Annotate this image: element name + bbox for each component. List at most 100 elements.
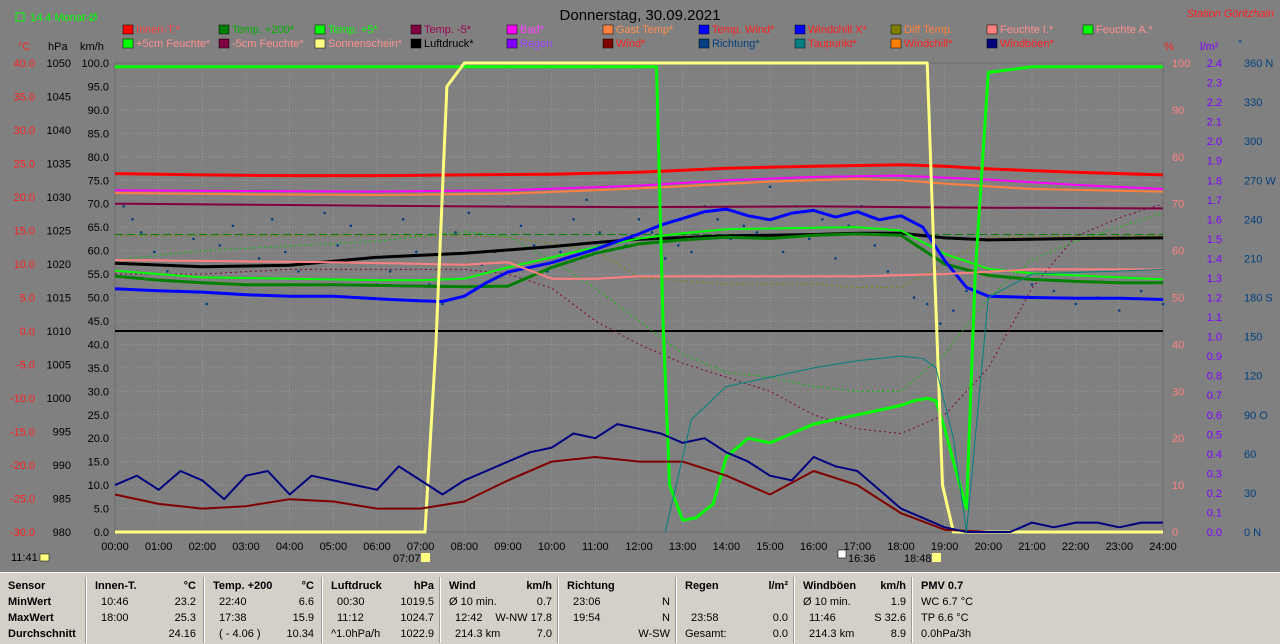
stats-temp200-max-time: 17:38 xyxy=(219,612,247,624)
stats-regen-unit: l/m² xyxy=(768,580,788,592)
direction-point xyxy=(284,250,287,254)
direction-point xyxy=(873,244,877,247)
temp-tick-label: -10.0 xyxy=(10,393,35,405)
stats-richtung-min: N xyxy=(662,596,670,608)
statistics-panel: Sensor MinWert MaxWert Durchschnitt Inne… xyxy=(0,572,1280,644)
legend-swatch xyxy=(314,38,326,49)
legend-label: Richtung* xyxy=(712,38,760,50)
pressure-tick-label: 995 xyxy=(53,427,71,439)
pressure-tick-label: 1045 xyxy=(47,92,71,104)
stats-wind-section: Wind km/h Ø 10 min. 12:42 214.3 km W-NW … xyxy=(440,577,558,643)
direction-point xyxy=(467,211,471,215)
stats-wind-avg: 7.0 xyxy=(536,628,552,640)
direction-point xyxy=(952,309,955,312)
x-tick-label: 24:00 xyxy=(1149,541,1177,553)
rain-tick-label: 2.2 xyxy=(1207,97,1222,109)
x-tick-label: 06:00 xyxy=(363,541,391,553)
temp-tick-label: 10.0 xyxy=(14,259,35,271)
series-temp-wind- xyxy=(114,207,1164,303)
stats-luftdruck-min: 1019.5 xyxy=(400,596,434,608)
direction-point xyxy=(559,250,562,254)
legend-swatch xyxy=(314,24,326,35)
legend-swatch xyxy=(890,38,902,49)
direction-point xyxy=(532,244,536,247)
stats-pmv-dewpoint: TP 6.6 °C xyxy=(921,612,969,624)
pressure-tick-label: 1035 xyxy=(47,159,71,171)
series-temp-5- xyxy=(114,202,1164,210)
series-layer xyxy=(114,61,1165,534)
direction-point xyxy=(650,231,654,234)
legend-swatch xyxy=(602,38,614,49)
moon-marker: 16:36 xyxy=(837,549,876,565)
kmh-tick-label: 45.0 xyxy=(88,316,109,328)
stats-richtung-max-time: 19:54 xyxy=(573,612,601,624)
temp-tick-label: 0.0 xyxy=(20,326,35,338)
legend-label: Diff Temp. xyxy=(904,24,953,36)
x-tick-label: 11:00 xyxy=(582,541,609,553)
pressure-tick-label: 1015 xyxy=(47,293,71,305)
pressure-tick-label: 990 xyxy=(53,460,71,472)
direction-point xyxy=(663,257,667,260)
moon-icon xyxy=(837,549,847,559)
stats-pmv-pressure-trend: 0.0hPa/3h xyxy=(921,628,972,640)
legend-label: Windchill X* xyxy=(808,24,867,36)
direction-point xyxy=(572,218,575,221)
legend-swatch xyxy=(698,24,710,35)
direction-point xyxy=(131,218,134,221)
sunset-time: 18:48 xyxy=(904,553,932,565)
x-tick-label: 13:00 xyxy=(669,541,697,553)
sunrise-marker: 07:07 xyxy=(393,553,430,565)
x-tick-label: 04:00 xyxy=(276,541,304,553)
kmh-tick-label: 70.0 xyxy=(88,199,109,211)
x-tick-label: 12:00 xyxy=(625,541,653,553)
kmh-tick-label: 0.0 xyxy=(94,527,109,539)
month-average-icon xyxy=(15,12,25,22)
legend: Innen-T.* Temp. +200* Temp. +5* Temp. -5* Ba… xyxy=(122,24,1154,50)
temp-tick-label: -25.0 xyxy=(10,494,35,506)
stats-innen-min-time: 10:46 xyxy=(101,596,129,608)
x-tick-label: 14:00 xyxy=(713,541,741,553)
pressure-tick-label: 980 xyxy=(53,527,71,539)
stats-richtung-avg: W-SW xyxy=(638,628,670,640)
rain-tick-label: 2.0 xyxy=(1207,136,1222,148)
rain-tick-label: 1.0 xyxy=(1207,332,1222,344)
stats-boeen-min: 1.9 xyxy=(890,596,906,608)
x-tick-label: 21:00 xyxy=(1018,541,1046,553)
direction-point xyxy=(834,257,837,260)
legend-label: Feuchte I.* xyxy=(1000,24,1054,36)
legend-label: Luftdruck* xyxy=(424,38,474,50)
unit-press: hPa xyxy=(48,41,68,53)
humidity-tick-label: 30 xyxy=(1172,386,1184,398)
kmh-tick-label: 50.0 xyxy=(88,293,109,305)
direction-point xyxy=(454,231,457,234)
kmh-tick-label: 35.0 xyxy=(88,363,109,375)
temp-tick-label: -30.0 xyxy=(10,527,35,539)
stats-wind-min: 0.7 xyxy=(536,596,552,608)
direction-tick-label: 0 N xyxy=(1244,527,1261,539)
pressure-tick-label: 985 xyxy=(53,494,71,506)
series-feuchte-a- xyxy=(115,65,1163,522)
kmh-tick-label: 90.0 xyxy=(88,105,109,117)
rain-tick-label: 0.3 xyxy=(1207,468,1222,480)
stats-innen-max: 25.3 xyxy=(174,612,196,624)
rain-tick-label: 1.6 xyxy=(1207,214,1222,226)
stats-wind-header: Wind xyxy=(449,580,476,592)
direction-tick-label: 120 xyxy=(1244,371,1262,383)
direction-point xyxy=(781,250,785,254)
stats-temp200-max: 15.9 xyxy=(292,612,314,624)
pressure-tick-label: 1050 xyxy=(47,58,71,70)
direction-point xyxy=(768,185,772,189)
direction-point xyxy=(677,244,680,247)
temp-tick-label: 15.0 xyxy=(14,226,35,238)
rain-tick-label: 1.7 xyxy=(1207,195,1222,207)
kmh-tick-label: 25.0 xyxy=(88,410,109,422)
legend-label: Wind* xyxy=(616,38,646,50)
kmh-tick-label: 60.0 xyxy=(88,246,109,258)
kmh-tick-label: 30.0 xyxy=(88,386,109,398)
series-innen-t- xyxy=(114,163,1164,178)
direction-point xyxy=(166,270,169,273)
stats-pmv-section: PMV 0.7 WC 6.7 °C TP 6.6 °C 0.0hPa/3h xyxy=(912,577,1280,643)
x-tick-label: 02:00 xyxy=(189,541,217,553)
temp-tick-label: -15.0 xyxy=(10,427,35,439)
series-dashed--5cm-feuchte- xyxy=(115,203,1164,435)
